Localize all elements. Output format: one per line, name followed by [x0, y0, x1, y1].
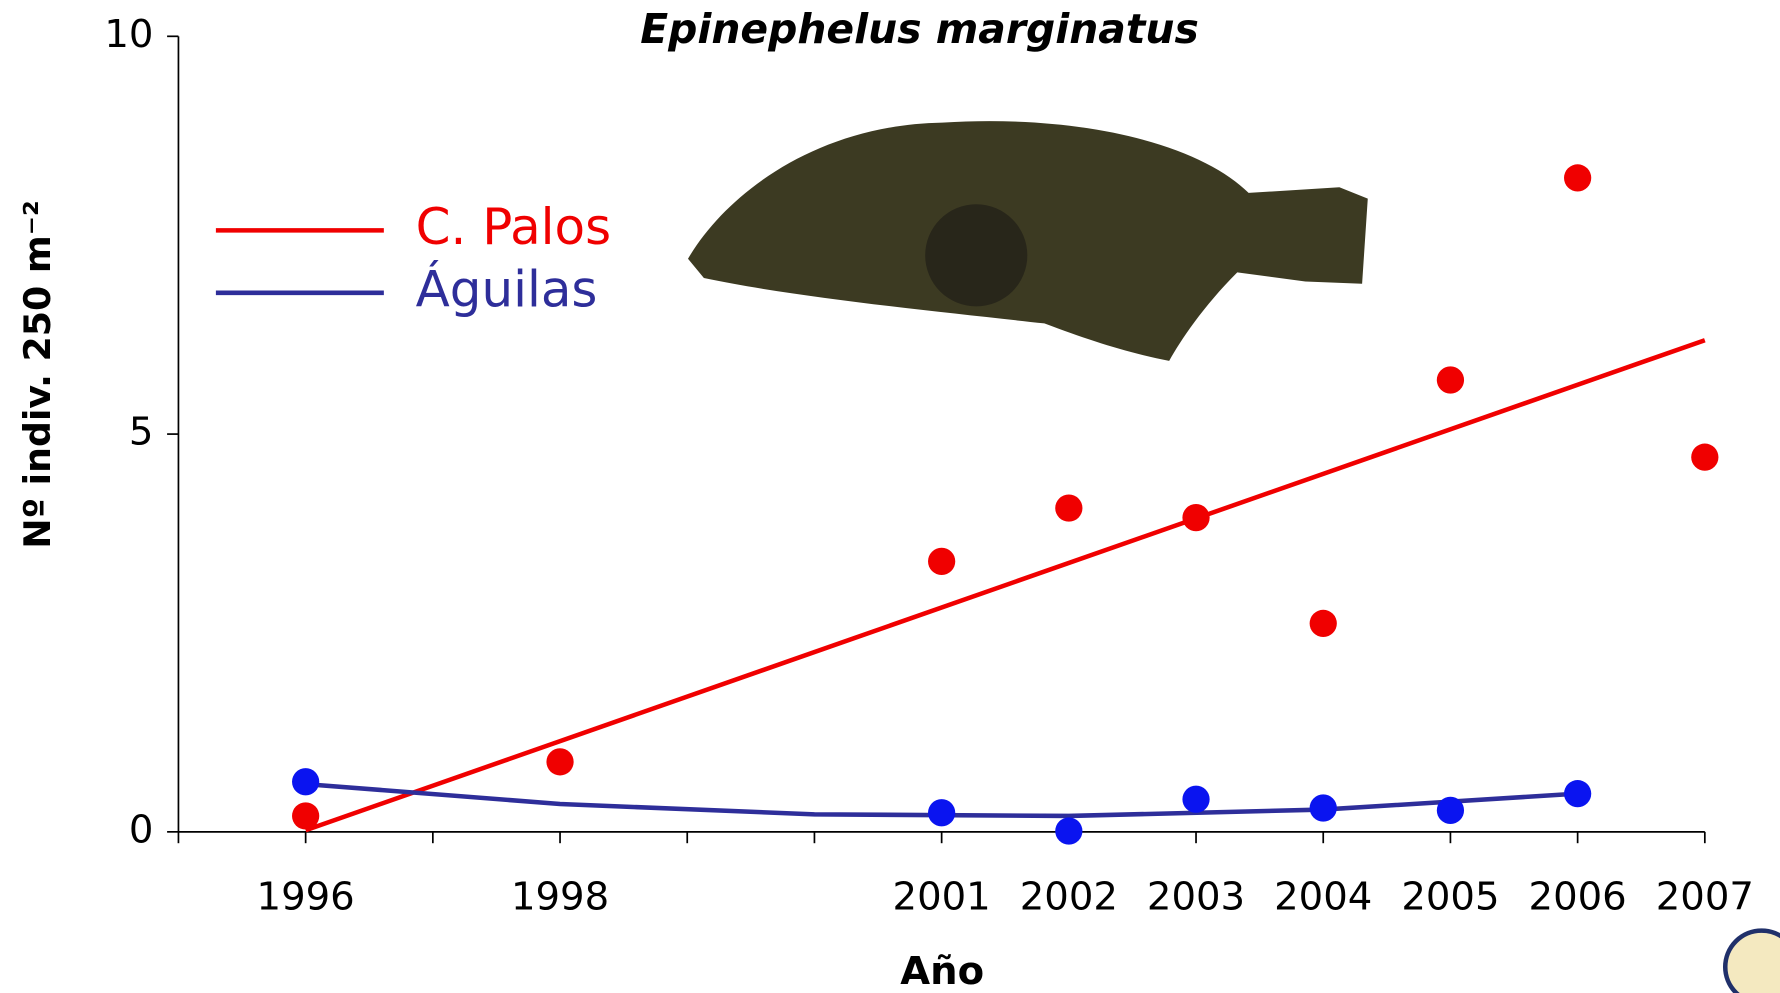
- x-tick-label: 2004: [1274, 874, 1372, 919]
- y-tick-label: 5: [129, 410, 154, 455]
- data-point: [546, 748, 574, 776]
- data-point: [928, 547, 956, 575]
- data-point: [292, 768, 320, 796]
- x-tick-label: 2003: [1147, 874, 1245, 919]
- y-axis-label: Nº indiv. 250 m⁻²: [16, 200, 59, 549]
- legend-label: Águilas: [416, 259, 598, 318]
- data-point: [1182, 785, 1210, 813]
- logo: [1722, 928, 1780, 993]
- trend-line: [304, 338, 1706, 833]
- x-tick-label: 2007: [1656, 874, 1754, 919]
- data-point: [1436, 366, 1465, 394]
- data-point: [1436, 796, 1465, 824]
- x-axis-label: Año: [900, 949, 984, 993]
- legend-label: C. Palos: [416, 198, 611, 256]
- x-tick-label: 2002: [1020, 874, 1118, 919]
- logo-seal: [1722, 928, 1780, 993]
- data-point: [292, 802, 320, 830]
- x-tick-label: 2005: [1401, 874, 1499, 919]
- x-tick-label: 1998: [511, 874, 609, 919]
- fish-illustration: [687, 121, 1368, 361]
- data-point: [1055, 494, 1083, 522]
- data-point: [1691, 443, 1719, 471]
- data-point: [928, 799, 956, 827]
- data-point: [1309, 794, 1337, 822]
- data-point: [1055, 817, 1083, 845]
- x-tick-label: 1996: [257, 874, 355, 919]
- data-point: [1309, 609, 1337, 638]
- fish-gill: [925, 204, 1028, 307]
- y-tick-label: 0: [129, 807, 154, 852]
- x-tick-label: 2006: [1529, 874, 1627, 919]
- data-point: [1564, 780, 1592, 808]
- data-point: [1182, 503, 1210, 532]
- x-tick-label: 2001: [893, 874, 991, 919]
- data-point: [1564, 164, 1592, 192]
- fish-body: [687, 121, 1368, 361]
- chart-title: Epinephelus marginatus: [640, 5, 1199, 53]
- y-tick-label: 10: [104, 12, 153, 57]
